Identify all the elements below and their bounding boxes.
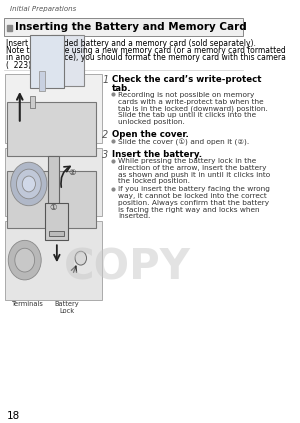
Text: Recording is not possible on memory: Recording is not possible on memory: [118, 92, 254, 98]
Circle shape: [11, 162, 47, 206]
Bar: [5, 148, 102, 216]
Bar: [5, 220, 102, 300]
Text: Initial Preparations: Initial Preparations: [10, 6, 76, 12]
Bar: [51, 35, 84, 86]
Text: inserted.: inserted.: [118, 213, 150, 220]
Bar: [30, 35, 64, 88]
Circle shape: [75, 251, 86, 265]
Bar: [7, 102, 96, 156]
Text: 3: 3: [102, 150, 108, 159]
Bar: [45, 203, 68, 240]
Text: Note that before using a new memory card (or a memory card formatted: Note that before using a new memory card…: [6, 46, 286, 55]
Text: 2: 2: [102, 130, 108, 140]
Text: Battery
Lock: Battery Lock: [54, 301, 79, 314]
Bar: [7, 25, 11, 30]
Bar: [7, 171, 96, 228]
Text: way, it cannot be locked into the correct: way, it cannot be locked into the correc…: [118, 193, 267, 199]
Text: ①: ①: [49, 203, 56, 212]
Text: Insert the included battery and a memory card (sold separately).: Insert the included battery and a memory…: [6, 38, 256, 47]
Bar: [50, 231, 64, 236]
Text: (  223).: ( 223).: [6, 61, 33, 70]
Bar: [4, 18, 243, 36]
Text: 18: 18: [7, 412, 20, 421]
Text: Open the cover.: Open the cover.: [112, 130, 189, 139]
Text: Insert the battery.: Insert the battery.: [112, 150, 202, 159]
Text: Terminals: Terminals: [12, 301, 44, 307]
Bar: [31, 96, 34, 108]
Text: tab is in the locked (downward) position.: tab is in the locked (downward) position…: [118, 105, 268, 112]
Bar: [39, 71, 45, 91]
Text: is facing the right way and locks when: is facing the right way and locks when: [118, 206, 260, 213]
Text: position. Always confirm that the battery: position. Always confirm that the batter…: [118, 200, 269, 206]
Text: Slide the tab up until it clicks into the: Slide the tab up until it clicks into th…: [118, 112, 256, 118]
Circle shape: [15, 248, 34, 272]
Text: cards with a write-protect tab when the: cards with a write-protect tab when the: [118, 99, 263, 105]
Text: If you insert the battery facing the wrong: If you insert the battery facing the wro…: [118, 187, 270, 192]
Circle shape: [16, 169, 41, 199]
Text: the locked position.: the locked position.: [118, 178, 190, 184]
Polygon shape: [48, 156, 59, 211]
Circle shape: [22, 176, 35, 192]
Bar: [5, 74, 102, 143]
Text: ②: ②: [68, 168, 75, 177]
Text: COPY: COPY: [64, 246, 191, 288]
Text: Check the card’s write-protect: Check the card’s write-protect: [112, 75, 262, 84]
Text: While pressing the battery lock in the: While pressing the battery lock in the: [118, 158, 256, 164]
Circle shape: [8, 240, 41, 280]
Text: tab.: tab.: [112, 84, 132, 93]
Text: as shown and push it in until it clicks into: as shown and push it in until it clicks …: [118, 171, 270, 178]
Text: in another device), you should format the memory card with this camera: in another device), you should format th…: [6, 53, 286, 63]
Text: 1: 1: [102, 75, 108, 85]
Text: Slide the cover (①) and open it (②).: Slide the cover (①) and open it (②).: [118, 138, 249, 146]
Text: unlocked position.: unlocked position.: [118, 119, 185, 125]
Text: direction of the arrow, insert the battery: direction of the arrow, insert the batte…: [118, 165, 266, 171]
Text: Inserting the Battery and Memory Card: Inserting the Battery and Memory Card: [15, 22, 247, 32]
